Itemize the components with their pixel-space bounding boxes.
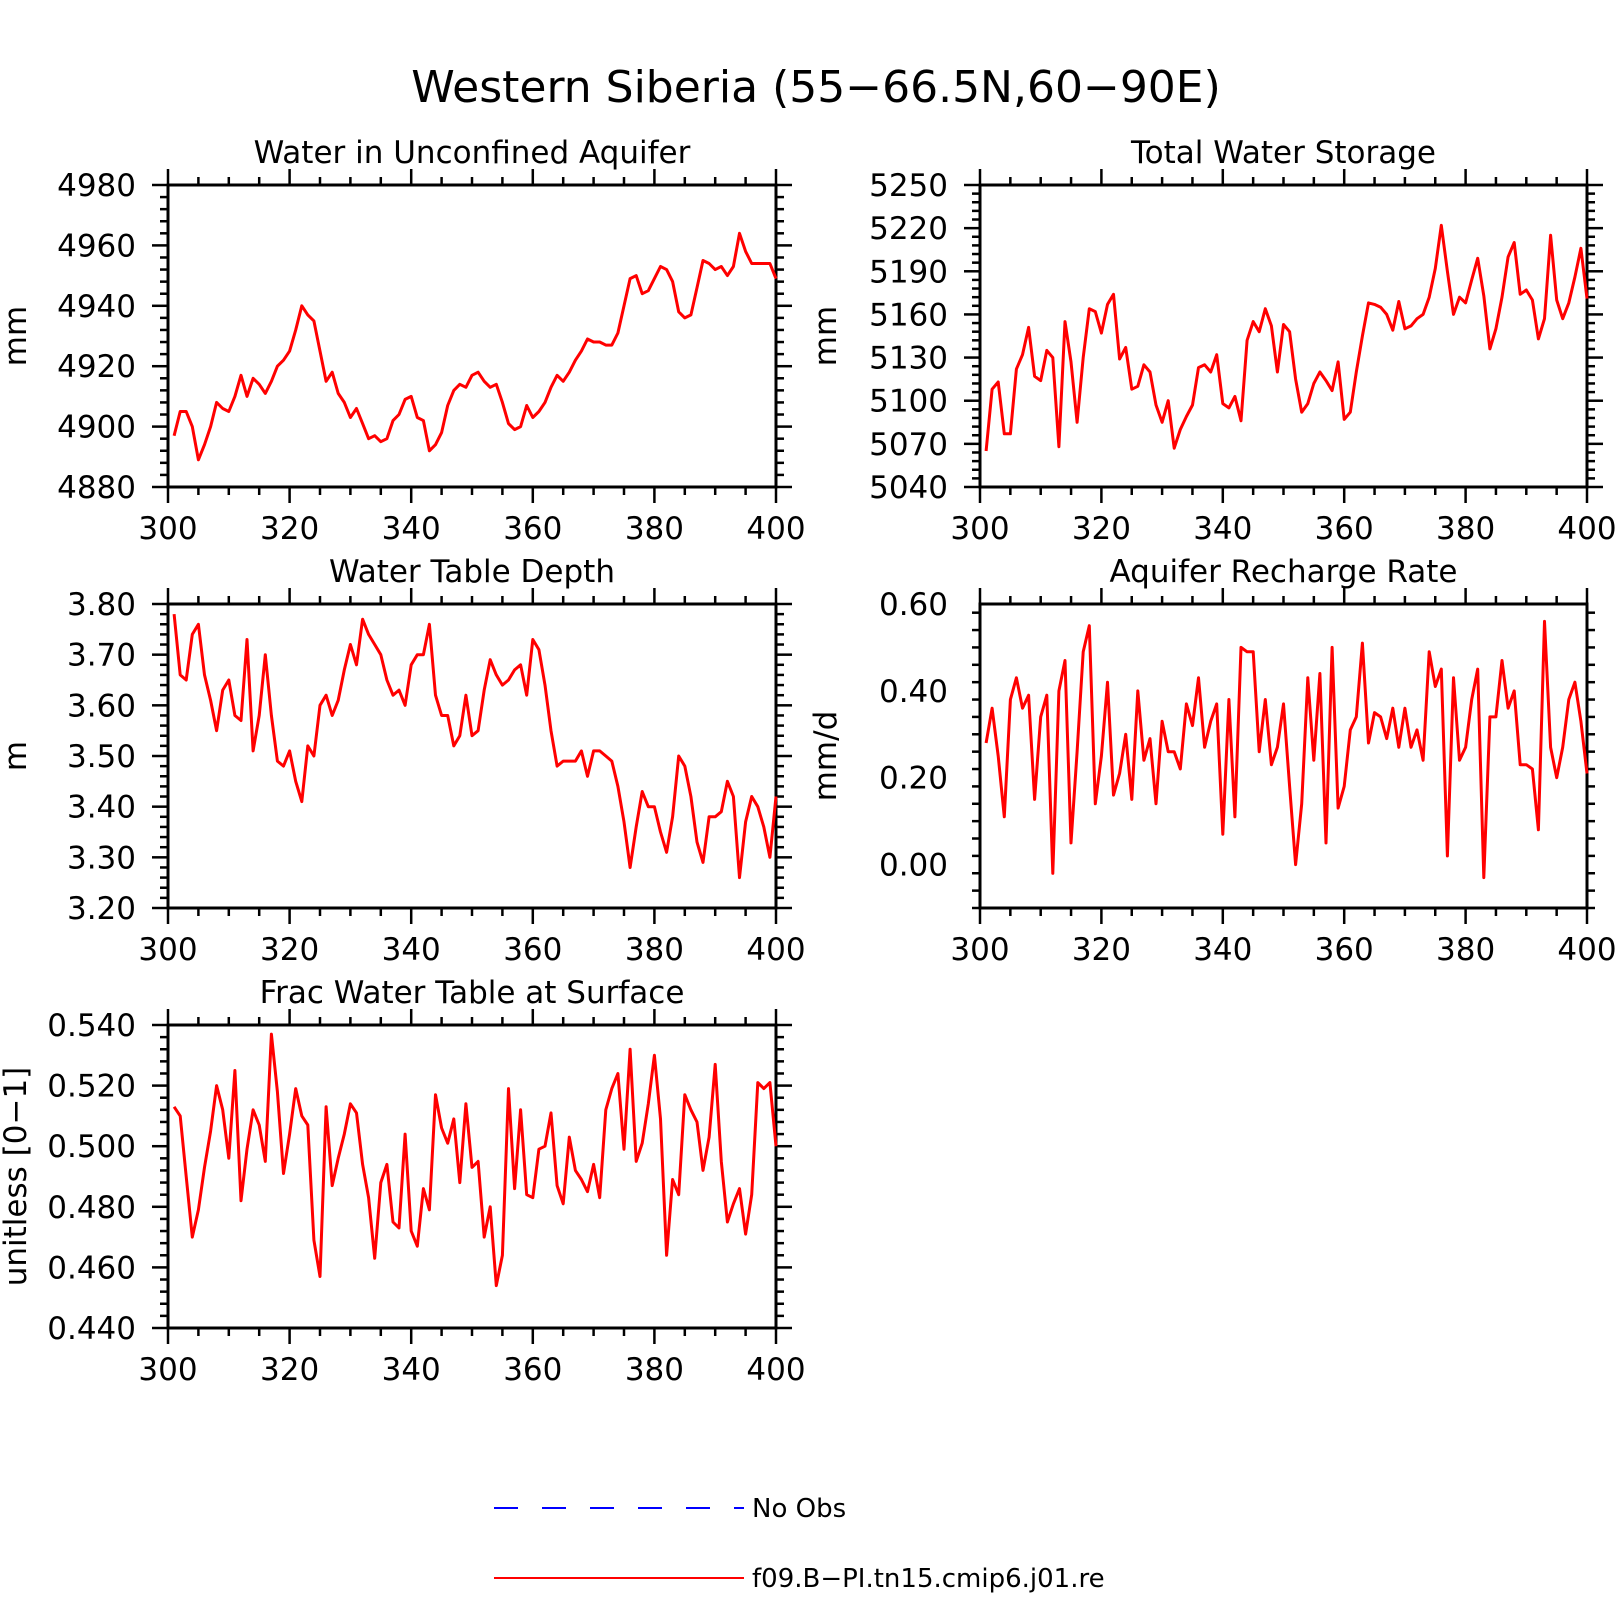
y-tick-label: 3.70 (67, 638, 136, 674)
x-tick-label: 380 (1436, 932, 1495, 968)
y-tick-label: 0.480 (47, 1190, 136, 1226)
x-tick-label: 340 (382, 1352, 441, 1388)
y-tick-label: 5040 (869, 470, 948, 506)
series-line (172, 1032, 778, 1288)
x-tick-label: 400 (746, 932, 805, 968)
y-tick-label: 0.40 (879, 674, 948, 710)
y-tick-label: 5250 (869, 168, 948, 204)
plot-frame (166, 1023, 778, 1330)
y-tick-label: 0.20 (879, 761, 948, 797)
series-line (984, 223, 1589, 452)
y-tick-label: 0.540 (47, 1008, 136, 1044)
x-tick-label: 320 (1072, 511, 1131, 547)
panel-5: Frac Water Table at Surface 300 320 340 360 3… (0, 975, 806, 1388)
x-tick-label: 400 (746, 1352, 805, 1388)
x-tick-label: 320 (260, 1352, 319, 1388)
y-tick-label: 0.500 (47, 1129, 136, 1165)
y-tick-label: 5190 (869, 254, 948, 290)
x-tick-label: 320 (1072, 932, 1131, 968)
y-tick-label: 0.460 (47, 1250, 136, 1286)
y-axis-label: m (0, 741, 34, 771)
figure-title: Western Siberia (55−66.5N,60−90E) (411, 62, 1221, 113)
y-axis-label: mm (0, 306, 34, 366)
x-tick-label: 320 (260, 932, 319, 968)
x-tick-label: 380 (625, 511, 684, 547)
x-tick-label: 380 (625, 1352, 684, 1388)
panel-title: Total Water Storage (1130, 135, 1436, 171)
panels: Water in Unconfined Aquifer 300 320 340 360 3… (0, 135, 1617, 1388)
x-tick-label: 300 (950, 511, 1009, 547)
y-tick-label: 4920 (57, 349, 136, 385)
panel-4: Aquifer Recharge Rate 300 320 340 360 380 400 0… (808, 554, 1617, 968)
x-tick-label: 400 (1557, 932, 1616, 968)
legend: No Obs f09.B−PI.tn15.cmip6.j01.re (494, 1494, 1105, 1594)
y-axis-label: unitless [0−1] (0, 1067, 34, 1287)
plot-frame (978, 602, 1589, 910)
y-tick-label: 4980 (57, 168, 136, 204)
x-tick-label: 360 (503, 511, 562, 547)
y-tick-label: 3.50 (67, 739, 136, 775)
x-tick-label: 300 (138, 511, 197, 547)
y-tick-label: 5100 (869, 384, 948, 420)
series-line (172, 613, 778, 880)
panel-title: Aquifer Recharge Rate (1110, 554, 1458, 590)
x-tick-label: 400 (1557, 511, 1616, 547)
y-tick-label: 3.30 (67, 840, 136, 876)
x-tick-label: 300 (138, 1352, 197, 1388)
y-tick-label: 4940 (57, 289, 136, 325)
x-tick-label: 340 (1193, 511, 1252, 547)
x-tick-label: 360 (1315, 932, 1374, 968)
series-line (172, 231, 778, 462)
panel-3: Water Table Depth 300 320 340 360 380 400 3.20 3… (0, 554, 806, 968)
y-tick-label: 5220 (869, 211, 948, 247)
y-tick-label: 5160 (869, 297, 948, 333)
y-tick-label: 4880 (57, 470, 136, 506)
x-tick-label: 360 (503, 932, 562, 968)
y-tick-label: 0.00 (879, 848, 948, 884)
x-tick-label: 360 (1315, 511, 1374, 547)
panel-title: Water in Unconfined Aquifer (254, 135, 691, 171)
series-line (984, 619, 1589, 880)
x-tick-label: 400 (746, 511, 805, 547)
y-tick-label: 3.80 (67, 587, 136, 623)
x-tick-label: 320 (260, 511, 319, 547)
x-tick-label: 340 (382, 932, 441, 968)
y-tick-label: 5070 (869, 427, 948, 463)
plot-frame (166, 602, 778, 910)
x-tick-label: 360 (503, 1352, 562, 1388)
x-tick-label: 340 (1193, 932, 1252, 968)
y-tick-label: 3.40 (67, 790, 136, 826)
y-tick-label: 0.60 (879, 587, 948, 623)
panel-1: Water in Unconfined Aquifer 300 320 340 360 3… (0, 135, 806, 547)
panel-title: Frac Water Table at Surface (260, 975, 685, 1011)
panel-title: Water Table Depth (329, 554, 615, 590)
y-tick-label: 3.20 (67, 891, 136, 927)
y-tick-label: 5130 (869, 341, 948, 377)
y-tick-label: 4960 (57, 228, 136, 264)
plot-frame (166, 183, 778, 489)
x-tick-label: 300 (950, 932, 1009, 968)
y-tick-label: 0.440 (47, 1311, 136, 1347)
y-axis-label: mm/d (808, 711, 844, 802)
legend-label: f09.B−PI.tn15.cmip6.j01.re (752, 1564, 1105, 1594)
panel-2: Total Water Storage 300 320 340 360 380 400 504… (808, 135, 1617, 547)
x-tick-label: 340 (382, 511, 441, 547)
y-axis-label: mm (808, 306, 844, 366)
x-tick-label: 380 (1436, 511, 1495, 547)
y-tick-label: 3.60 (67, 688, 136, 724)
x-tick-label: 300 (138, 932, 197, 968)
y-tick-label: 4900 (57, 410, 136, 446)
y-tick-label: 0.520 (47, 1069, 136, 1105)
legend-label: No Obs (752, 1494, 846, 1524)
x-tick-label: 380 (625, 932, 684, 968)
